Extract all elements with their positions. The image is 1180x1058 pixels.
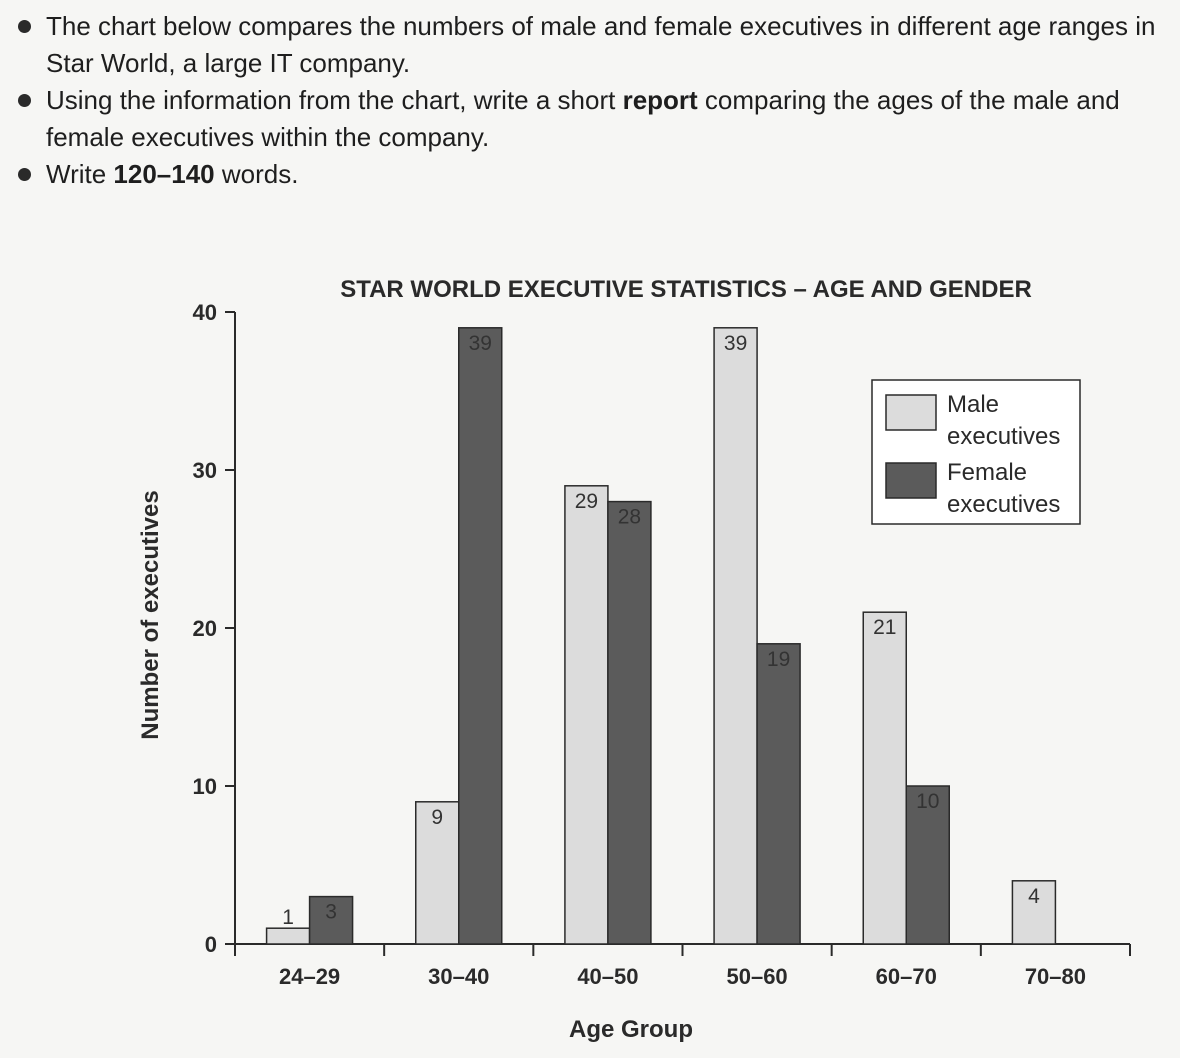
data-label: 9 — [431, 806, 443, 829]
instruction-text: words. — [214, 159, 299, 189]
bar-female — [458, 327, 503, 945]
data-label: 19 — [767, 648, 790, 671]
legend: Male executives Female executives — [871, 379, 1081, 525]
instruction-item: Using the information from the chart, wr… — [18, 82, 1168, 156]
y-ticks: 0 10 20 30 40 — [193, 300, 235, 957]
bar-female — [308, 895, 354, 945]
y-tick-label: 30 — [193, 458, 217, 483]
legend-label: executives — [947, 491, 1060, 518]
bar-male — [1011, 880, 1057, 945]
bar-female — [607, 500, 652, 945]
data-label: 39 — [469, 332, 492, 355]
instruction-text: comparing the ages of the male and femal… — [46, 85, 1120, 152]
task-instructions: The chart below compares the numbers of … — [18, 8, 1168, 193]
bar-male — [265, 927, 311, 945]
instruction-text: The chart below compares the numbers of … — [46, 11, 1156, 78]
instruction-emphasis: report — [622, 85, 698, 115]
y-tick-label: 40 — [193, 300, 217, 325]
bullet-icon — [18, 20, 31, 33]
y-tick-label: 0 — [205, 932, 217, 957]
data-label: 28 — [618, 506, 641, 529]
data-label: 3 — [325, 901, 337, 924]
data-label: 4 — [1028, 885, 1040, 908]
instruction-item: Write 120–140 words. — [18, 156, 1168, 193]
y-tick-label: 10 — [193, 774, 217, 799]
bar-female — [756, 643, 801, 945]
x-axis-label: Age Group — [569, 1016, 693, 1043]
x-ticks: 24–29 30–40 40–50 50–60 60–70 70–80 — [234, 944, 1131, 989]
x-tick-label: 70–80 — [1025, 964, 1086, 989]
data-label: 39 — [724, 332, 747, 355]
legend-swatch — [885, 394, 937, 431]
legend-swatch — [885, 462, 937, 499]
x-tick-label: 24–29 — [279, 964, 340, 989]
y-axis-label: Number of executives — [137, 490, 164, 739]
bar-male — [713, 327, 758, 945]
bar-female — [905, 785, 950, 945]
bullet-icon — [18, 168, 31, 181]
legend-label: executives — [947, 423, 1060, 450]
chart-title: STAR WORLD EXECUTIVE STATISTICS – AGE AN… — [340, 276, 1032, 303]
data-label: 10 — [916, 790, 939, 813]
x-tick-label: 50–60 — [726, 964, 787, 989]
bar-male — [862, 611, 907, 945]
legend-label: Male — [947, 391, 999, 418]
bar-male — [564, 485, 609, 945]
data-label: 1 — [282, 906, 294, 929]
y-tick-label: 20 — [193, 616, 217, 641]
x-tick-label: 60–70 — [876, 964, 937, 989]
legend-label: Female — [947, 459, 1027, 486]
x-tick-label: 40–50 — [577, 964, 638, 989]
instruction-text: Write — [46, 159, 114, 189]
instruction-text: Using the information from the chart, wr… — [46, 85, 623, 115]
data-label: 29 — [575, 490, 598, 513]
x-tick-label: 30–40 — [428, 964, 489, 989]
data-label: 21 — [873, 616, 896, 639]
instruction-emphasis: 120–140 — [113, 159, 215, 189]
instruction-item: The chart below compares the numbers of … — [18, 8, 1168, 82]
bullet-icon — [18, 94, 31, 107]
